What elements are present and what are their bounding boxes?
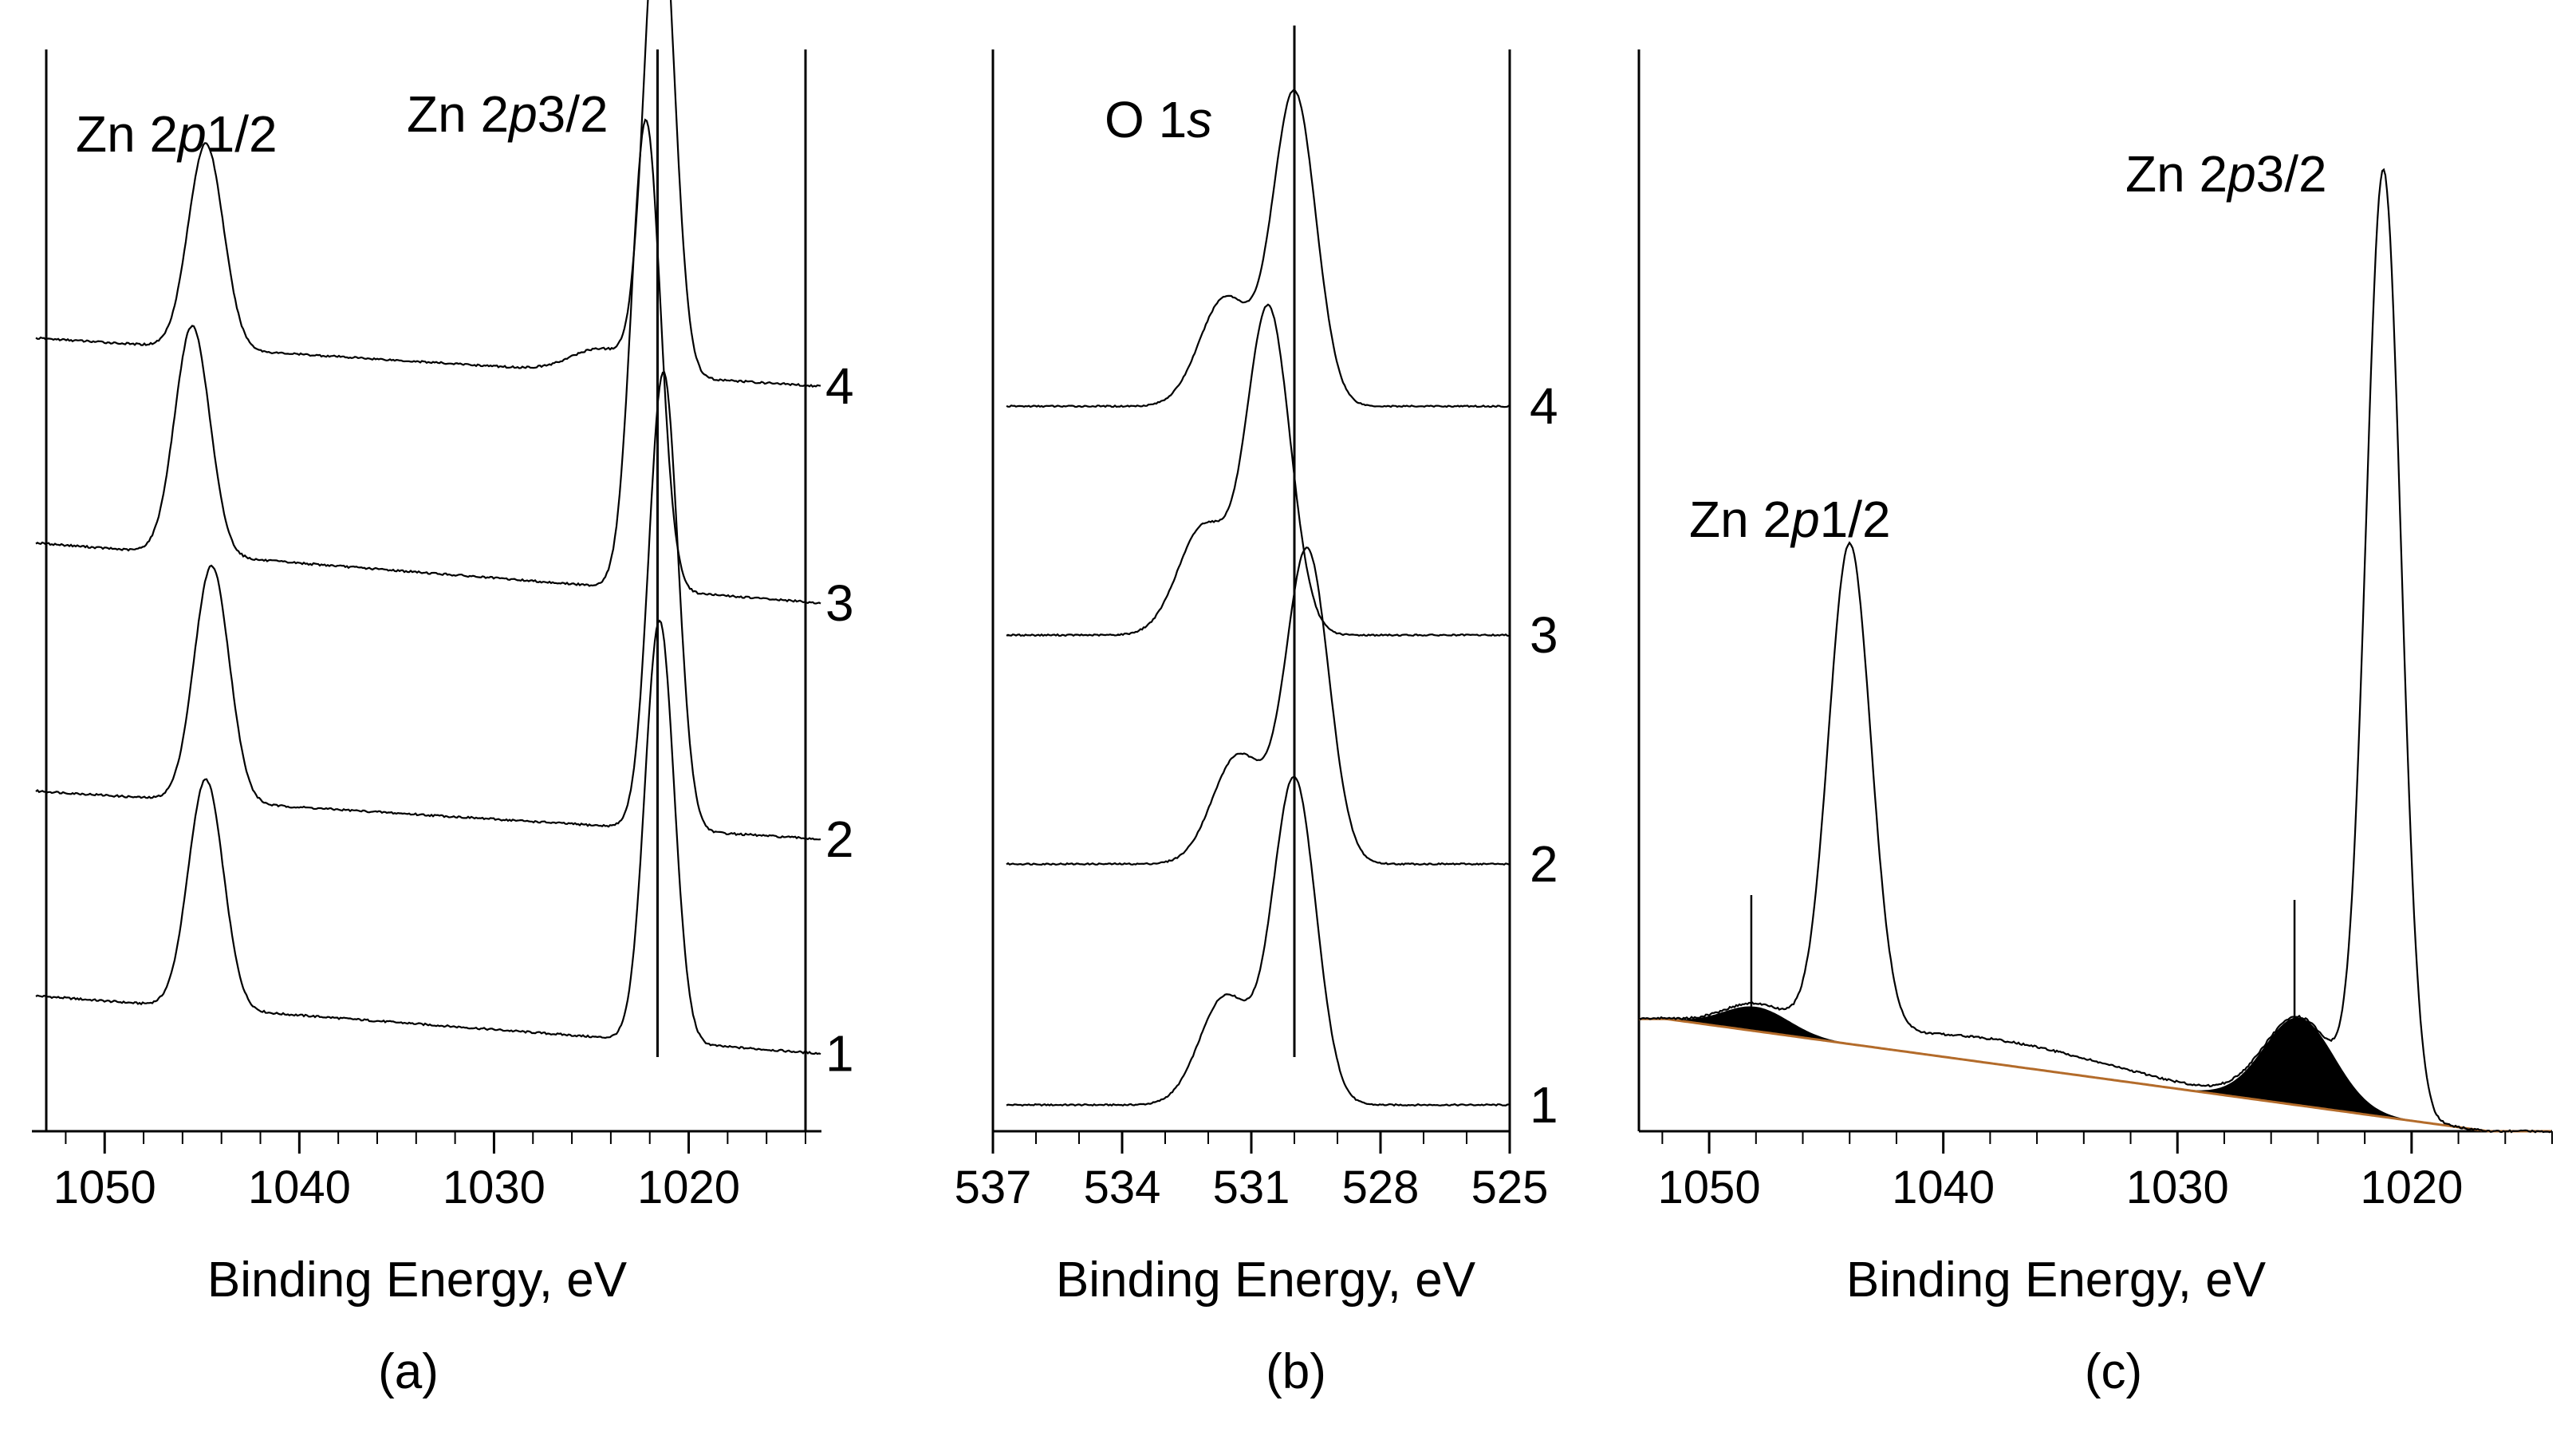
- annotation-rest: 1/2: [1820, 491, 1891, 548]
- series-line-3: [1006, 303, 1510, 637]
- series-line-spectrum: [1638, 168, 2552, 1134]
- series-line-1: [1006, 775, 1510, 1107]
- annotation-italic: s: [1187, 91, 1212, 148]
- annotation-italic: p: [2226, 145, 2256, 203]
- panel-b-peak-label-o1s: O 1s: [1105, 91, 1212, 148]
- annotation-text: Zn 2: [1689, 491, 1791, 548]
- series-label-1: 1: [825, 1025, 854, 1083]
- series-line-2: [35, 371, 821, 841]
- panel-c: 1050 1040 1030 1020 Zn 2p1/2 Zn 2p3/2 Bindi…: [1637, 49, 2553, 1399]
- series-line-4: [1006, 89, 1510, 408]
- panel-b-traces: 1 2 3 4: [1006, 89, 1558, 1134]
- panel-c-label: (c): [2085, 1344, 2142, 1399]
- panel-c-ticks: 1050 1040 1030 1020: [1658, 1131, 2553, 1213]
- tick-label: 1040: [1892, 1162, 1995, 1213]
- panel-c-traces: [1638, 168, 2552, 1134]
- tick-label: 1030: [443, 1162, 546, 1213]
- tick-label: 525: [1471, 1162, 1549, 1213]
- series-label-3: 3: [825, 574, 854, 632]
- annotation-rest: 3/2: [2256, 145, 2327, 203]
- panel-c-x-axis-title: Binding Energy, eV: [1846, 1253, 2267, 1308]
- annotation-rest: 1/2: [207, 105, 278, 163]
- tick-label: 1030: [2126, 1162, 2229, 1213]
- satellite-fill: [1651, 1006, 1861, 1046]
- annotation-text: Zn 2: [407, 85, 509, 143]
- annotation-italic: p: [1790, 491, 1820, 548]
- series-label-2: 2: [825, 811, 854, 868]
- panel-c-satellite-markers: [1750, 895, 2296, 1018]
- panel-a-x-axis-title: Binding Energy, eV: [207, 1253, 628, 1308]
- tick-label: 1020: [637, 1162, 740, 1213]
- panel-a-ticks: 1050 1040 1030 1020: [53, 1131, 806, 1213]
- panel-a-label: (a): [378, 1344, 439, 1399]
- panel-b-label: (b): [1266, 1344, 1326, 1399]
- tick-label: 534: [1084, 1162, 1161, 1213]
- series-line-1: [35, 619, 821, 1055]
- tick-label: 528: [1342, 1162, 1420, 1213]
- panel-c-peak-label-zn2p32: Zn 2p3/2: [2125, 145, 2327, 203]
- tick-label: 531: [1213, 1162, 1290, 1213]
- series-line-4: [35, 0, 821, 389]
- panel-b-x-axis-title: Binding Energy, eV: [1056, 1253, 1476, 1308]
- tick-label: 1050: [1658, 1162, 1761, 1213]
- panel-a-traces: 1 2 3 4: [35, 0, 854, 1083]
- annotation-italic: p: [176, 105, 207, 163]
- series-label-4: 4: [825, 357, 854, 415]
- series-label-4: 4: [1530, 377, 1558, 435]
- series-line-3: [35, 118, 821, 605]
- panel-b-ticks: 537 534 531 528 525: [955, 1131, 1549, 1213]
- series-label-3: 3: [1530, 606, 1558, 664]
- panel-a-peak-label-zn2p32: Zn 2p3/2: [407, 85, 609, 143]
- panel-c-satellite-fills: [1639, 1006, 2551, 1133]
- annotation-italic: p: [507, 85, 538, 143]
- series-line-2: [1006, 546, 1510, 866]
- annotation-text: O 1: [1105, 91, 1187, 148]
- panel-c-peak-label-zn2p12: Zn 2p1/2: [1689, 491, 1891, 548]
- tick-label: 537: [955, 1162, 1032, 1213]
- satellite-fill: [2187, 1017, 2412, 1121]
- series-label-2: 2: [1530, 835, 1558, 893]
- series-label-1: 1: [1530, 1076, 1558, 1134]
- annotation-rest: 3/2: [538, 85, 609, 143]
- background-baseline: [1639, 1017, 2551, 1133]
- tick-label: 1050: [53, 1162, 156, 1213]
- annotation-text: Zn 2: [76, 105, 178, 163]
- tick-label: 1040: [248, 1162, 351, 1213]
- panel-a-peak-label-zn2p12: Zn 2p1/2: [76, 105, 278, 163]
- annotation-text: Zn 2: [2125, 145, 2227, 203]
- panel-b: 537 534 531 528 525 1 2 3 4 O 1s Binding Energy…: [955, 26, 1558, 1399]
- tick-label: 1020: [2360, 1162, 2463, 1213]
